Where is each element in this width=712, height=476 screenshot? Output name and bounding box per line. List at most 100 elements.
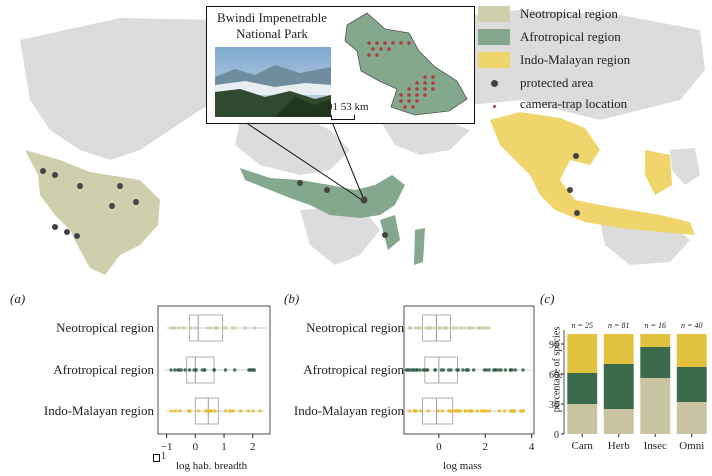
legend-swatch-afrotropical <box>478 29 510 45</box>
observation-point <box>405 368 410 372</box>
observation-point <box>440 409 445 413</box>
observation-point <box>246 409 251 413</box>
observation-point <box>519 409 524 413</box>
observation-point <box>462 326 467 330</box>
legend-item-neotropical: Neotropical region <box>478 6 618 22</box>
observation-point <box>418 368 422 372</box>
observation-point <box>414 326 418 330</box>
observation-point <box>466 326 471 330</box>
bar-segment <box>567 373 598 404</box>
observation-point <box>221 326 225 330</box>
observation-point <box>509 409 513 413</box>
observation-point <box>424 326 428 330</box>
observation-point <box>213 326 218 330</box>
panel-b-xlabel: log mass <box>443 460 482 472</box>
observation-point <box>417 326 421 330</box>
legend-item-afrotropical: Afrotropical region <box>478 29 621 45</box>
y-tick-label: 30 <box>549 400 559 411</box>
observation-point <box>200 368 204 372</box>
observation-point <box>176 368 180 372</box>
camera-trap-dot-icon <box>492 105 496 108</box>
observation-point <box>458 326 463 330</box>
observation-point <box>487 368 491 372</box>
legend-swatch-neotropical <box>478 6 510 22</box>
sample-size-label: n = 40 <box>681 321 702 330</box>
bar-segment <box>603 409 634 434</box>
observation-point <box>205 409 209 413</box>
bar-segment <box>676 367 707 402</box>
observation-point <box>196 409 201 413</box>
observation-point <box>433 326 437 330</box>
observation-point <box>183 368 187 372</box>
observation-point <box>252 368 257 372</box>
inset-title-line-2: National Park <box>236 26 308 41</box>
legend-item-camera-trap: camera-trap location <box>478 96 627 112</box>
x-tick-label: 4 <box>529 441 535 453</box>
observation-point <box>187 368 192 372</box>
protected-area-dot-icon <box>490 80 498 87</box>
observation-point <box>426 409 431 413</box>
observation-point <box>436 409 440 413</box>
observation-point <box>207 409 212 413</box>
protected-area-markers <box>40 153 580 239</box>
inset-panel: Bwindi Impenetrable National Park <box>206 6 475 124</box>
observation-point <box>512 409 517 413</box>
x-tick-label: 0 <box>436 441 442 453</box>
observation-point <box>497 409 502 413</box>
afrotropical-region <box>240 168 405 218</box>
observation-point <box>223 368 228 372</box>
bar-segment <box>640 378 671 434</box>
observation-point <box>425 368 429 372</box>
panel-b-category-neotropical: Neotropical region <box>306 320 404 335</box>
bar-segment <box>567 334 598 373</box>
observation-point <box>484 409 489 413</box>
observation-point <box>436 326 440 330</box>
x-tick-label: 2 <box>250 441 256 453</box>
observation-point <box>186 409 191 413</box>
observation-point <box>408 326 413 330</box>
observation-point <box>494 368 498 372</box>
panel-tag-a: (a) <box>10 291 26 306</box>
observation-point <box>173 368 177 372</box>
observation-point <box>497 368 501 372</box>
bar-segment <box>676 402 707 434</box>
observation-point <box>223 409 228 413</box>
observation-point <box>451 326 456 330</box>
bar-segment <box>603 364 634 409</box>
observation-point <box>482 326 486 330</box>
category-label: Herb <box>608 440 630 452</box>
observation-point <box>202 368 207 372</box>
x-tick-label: −1 <box>161 441 173 453</box>
bar-segment <box>640 334 671 347</box>
observation-point <box>446 368 451 372</box>
observation-point <box>503 368 508 372</box>
observation-point <box>470 409 474 413</box>
observation-point <box>492 368 496 372</box>
category-label: Omni <box>679 440 704 452</box>
observation-point <box>249 368 254 372</box>
legend-item-indomalayan: Indo-Malayan region <box>478 52 630 68</box>
y-tick-label: 60 <box>549 370 559 381</box>
panel-b-category-afrotropical: Afrotropical region <box>303 362 404 377</box>
observation-point <box>412 368 417 372</box>
observation-point <box>413 409 417 413</box>
category-label: Carn <box>572 440 594 452</box>
panel-a-legend-key-label: 1 <box>161 451 166 462</box>
box <box>194 397 219 425</box>
observation-point <box>173 409 178 413</box>
observation-point <box>418 409 423 413</box>
panel-a-category-indomalayan: Indo-Malayan region <box>43 403 154 418</box>
panel-b-boxplot: 0 2 4 <box>403 305 535 453</box>
observation-point <box>178 409 182 413</box>
observation-point <box>169 326 174 330</box>
panel-a-xlabel: log hab. breadth <box>176 460 248 472</box>
observation-point <box>212 368 216 372</box>
observation-point <box>438 326 443 330</box>
y-tick-label: 0 <box>554 430 559 441</box>
observation-point <box>243 326 247 330</box>
sample-size-label: n = 16 <box>645 321 666 330</box>
observation-point <box>456 409 461 413</box>
panel-c: percentage of species 0 30 60 90 n = 25 Carn n… <box>540 300 712 476</box>
legend-swatch-indomalayan <box>478 52 510 68</box>
plot-frame <box>403 305 535 435</box>
